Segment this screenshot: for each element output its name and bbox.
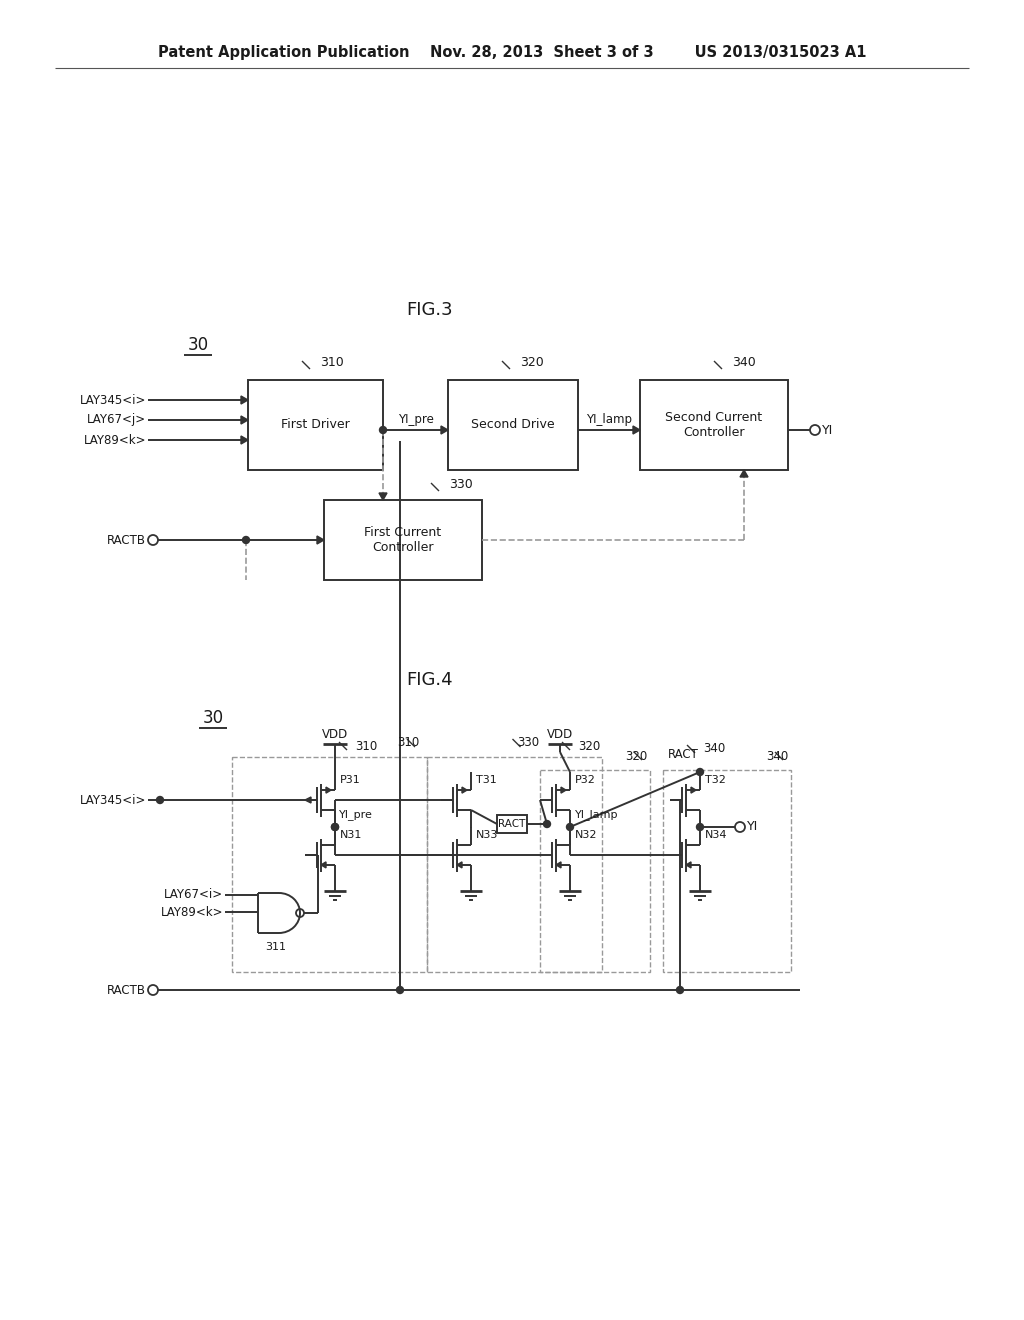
- Polygon shape: [379, 492, 387, 500]
- Text: YI_pre: YI_pre: [339, 809, 373, 821]
- Text: N31: N31: [340, 830, 362, 840]
- Text: Second Current
Controller: Second Current Controller: [666, 411, 763, 440]
- Polygon shape: [686, 862, 691, 869]
- Text: LAY345<i>: LAY345<i>: [80, 393, 146, 407]
- Text: 310: 310: [355, 739, 377, 752]
- Text: T31: T31: [476, 775, 497, 785]
- Text: Second Drive: Second Drive: [471, 418, 555, 432]
- Text: YI: YI: [822, 424, 834, 437]
- Bar: [427, 756, 602, 972]
- Text: 330: 330: [449, 479, 473, 491]
- Polygon shape: [740, 470, 748, 477]
- Circle shape: [696, 824, 703, 830]
- Text: N34: N34: [705, 830, 727, 840]
- Text: 311: 311: [265, 942, 286, 952]
- Text: RACTB: RACTB: [106, 533, 146, 546]
- Circle shape: [332, 824, 339, 830]
- Text: FIG.4: FIG.4: [407, 671, 454, 689]
- Bar: [540, 770, 650, 972]
- Circle shape: [332, 824, 339, 830]
- Text: N32: N32: [575, 830, 597, 840]
- Circle shape: [380, 426, 386, 433]
- Circle shape: [243, 536, 250, 544]
- Bar: [663, 770, 791, 972]
- Text: 30: 30: [187, 337, 209, 354]
- Bar: [248, 380, 383, 470]
- Polygon shape: [462, 787, 467, 793]
- Text: LAY67<i>: LAY67<i>: [164, 888, 223, 902]
- Polygon shape: [326, 787, 331, 793]
- Polygon shape: [457, 862, 462, 869]
- Text: T32: T32: [705, 775, 726, 785]
- Circle shape: [157, 796, 164, 804]
- Bar: [324, 500, 482, 579]
- Text: 310: 310: [396, 737, 419, 750]
- Text: 340: 340: [732, 356, 756, 370]
- Polygon shape: [561, 787, 566, 793]
- Text: VDD: VDD: [547, 727, 573, 741]
- Circle shape: [677, 986, 683, 994]
- Circle shape: [396, 986, 403, 994]
- Text: YI_pre: YI_pre: [397, 413, 433, 426]
- Text: RACTB: RACTB: [106, 983, 146, 997]
- Bar: [449, 380, 578, 470]
- Text: 320: 320: [625, 750, 647, 763]
- Circle shape: [544, 821, 551, 828]
- Text: N33: N33: [476, 830, 499, 840]
- Polygon shape: [317, 536, 324, 544]
- Text: First Driver: First Driver: [282, 418, 350, 432]
- Text: P32: P32: [575, 775, 596, 785]
- Text: 340: 340: [703, 742, 725, 755]
- Text: LAY89<k>: LAY89<k>: [161, 906, 223, 919]
- Text: YI_lamp: YI_lamp: [586, 413, 632, 426]
- Text: LAY89<k>: LAY89<k>: [84, 433, 146, 446]
- Polygon shape: [556, 862, 561, 869]
- Text: YI_lamp: YI_lamp: [575, 809, 618, 821]
- Text: 330: 330: [517, 737, 540, 750]
- Polygon shape: [321, 862, 326, 869]
- Polygon shape: [241, 436, 248, 444]
- Text: 340: 340: [766, 750, 788, 763]
- Text: 320: 320: [578, 739, 600, 752]
- Text: First Current
Controller: First Current Controller: [365, 525, 441, 554]
- Text: LAY345<i>: LAY345<i>: [80, 793, 146, 807]
- Bar: [640, 380, 788, 470]
- Polygon shape: [633, 426, 640, 434]
- Circle shape: [696, 768, 703, 776]
- Text: Patent Application Publication    Nov. 28, 2013  Sheet 3 of 3        US 2013/031: Patent Application Publication Nov. 28, …: [158, 45, 866, 59]
- Bar: [497, 814, 527, 833]
- Text: P31: P31: [340, 775, 360, 785]
- Polygon shape: [241, 396, 248, 404]
- Polygon shape: [241, 416, 248, 424]
- Polygon shape: [441, 426, 449, 434]
- Text: RACT: RACT: [499, 818, 525, 829]
- Polygon shape: [305, 797, 311, 803]
- Bar: [232, 756, 427, 972]
- Text: VDD: VDD: [322, 727, 348, 741]
- Text: LAY67<j>: LAY67<j>: [87, 413, 146, 426]
- Text: 310: 310: [319, 356, 344, 370]
- Text: 320: 320: [520, 356, 544, 370]
- Polygon shape: [691, 787, 696, 793]
- Text: YI: YI: [746, 821, 758, 833]
- Circle shape: [566, 824, 573, 830]
- Text: 30: 30: [203, 709, 223, 727]
- Text: FIG.3: FIG.3: [407, 301, 454, 319]
- Text: RACT: RACT: [668, 748, 698, 762]
